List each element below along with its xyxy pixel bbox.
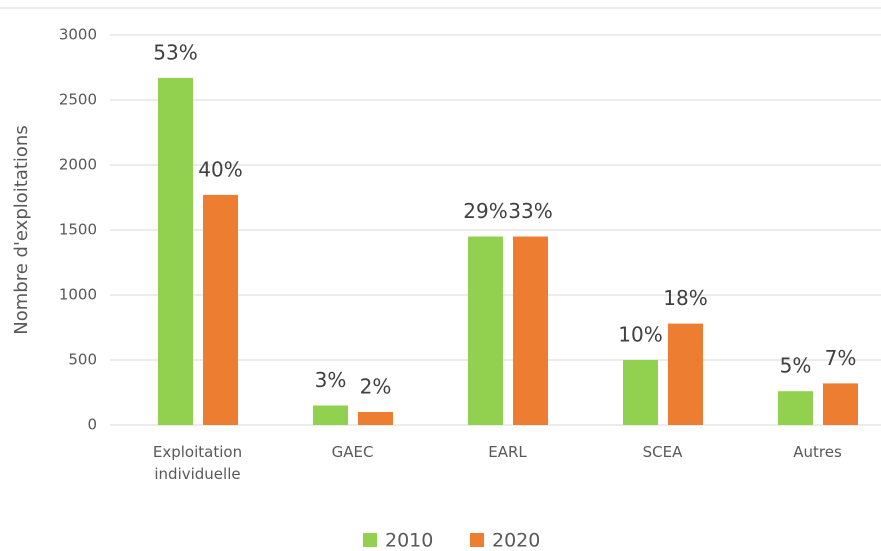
y-tick-label: 2000 [59,156,97,174]
y-tick-label: 0 [87,416,97,434]
data-label: 53% [153,40,197,64]
y-tick-label: 3000 [59,26,97,44]
x-tick-label: GAEC [331,443,374,461]
bar [668,323,703,425]
y-tick-label: 500 [68,351,97,369]
y-axis-label: Nombre d'exploitations [11,125,32,334]
data-label: 29% [463,199,507,223]
bar [513,236,548,425]
legend-swatch [363,533,377,547]
x-tick-label: Autres [793,443,842,461]
data-label: 33% [508,199,552,223]
bar [158,77,193,426]
x-tick-label: Exploitation individuelle [152,443,243,483]
data-label: 40% [198,157,242,181]
y-tick-label: 2500 [59,91,97,109]
bar [313,405,348,425]
bar [203,194,238,425]
y-tick-label: 1000 [59,286,97,304]
bar [623,360,658,425]
data-label: 10% [618,323,662,347]
data-label: 2% [360,375,392,399]
data-label: 7% [825,346,857,370]
bar [468,236,503,425]
x-tick-label: SCEA [642,443,683,461]
bar [358,412,393,425]
data-label: 3% [315,368,347,392]
data-label: 18% [663,286,707,310]
legend-swatch [470,533,484,547]
data-label: 5% [780,354,812,378]
y-tick-label: 1500 [59,221,97,239]
bar [778,391,813,425]
legend-label: 2010 [385,530,433,551]
bar [823,383,858,425]
legend-label: 2020 [492,530,540,551]
x-tick-label: EARL [488,443,527,461]
